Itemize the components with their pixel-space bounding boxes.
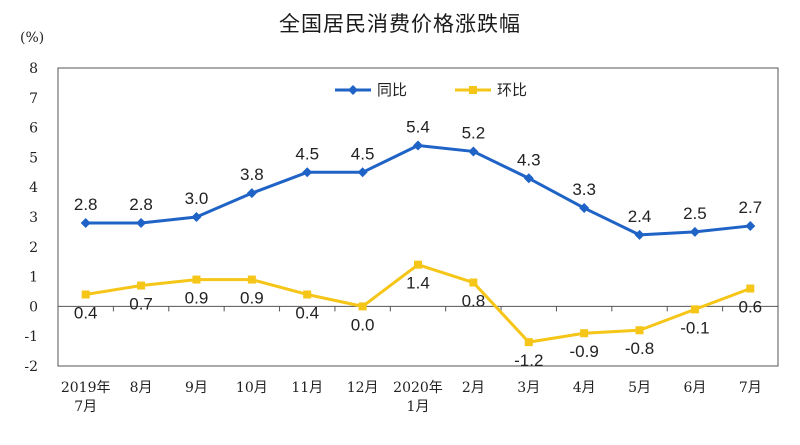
point-marker bbox=[191, 212, 202, 222]
series-layer bbox=[80, 140, 756, 347]
data-label: 0.7 bbox=[129, 295, 153, 314]
data-label: 3.0 bbox=[185, 189, 209, 208]
data-label: 2.5 bbox=[683, 204, 707, 223]
point-marker bbox=[689, 226, 700, 237]
x-tick-label: 2月 bbox=[462, 380, 485, 396]
y-tick-label: 3 bbox=[29, 210, 38, 226]
plot-area-frame bbox=[57, 67, 779, 367]
point-marker bbox=[137, 281, 146, 290]
point-marker bbox=[413, 140, 423, 151]
point-marker bbox=[192, 275, 201, 284]
point-marker bbox=[81, 290, 90, 299]
data-label: 2.7 bbox=[738, 198, 762, 217]
point-marker bbox=[246, 188, 257, 199]
data-label: 4.5 bbox=[295, 144, 319, 163]
point-marker bbox=[746, 284, 755, 293]
x-tick-label: 11月 bbox=[291, 380, 323, 396]
legend-marker bbox=[469, 86, 477, 94]
data-labels: 2.8 2.8 3.0 3.8 4.5 4.5 5.4 5.2 4.3 3.3 2.4 2.5 2.7 0… bbox=[74, 117, 762, 370]
point-marker bbox=[468, 146, 479, 157]
x-tick-label: 5月 bbox=[628, 380, 651, 396]
point-marker bbox=[635, 326, 644, 335]
legend-label: 环比 bbox=[497, 81, 527, 99]
data-label: 2.8 bbox=[129, 195, 153, 214]
data-label: 4.3 bbox=[517, 150, 541, 169]
point-marker bbox=[357, 167, 368, 178]
data-label: -0.1 bbox=[680, 318, 709, 337]
y-axis-ticks: 8 7 6 5 4 3 2 1 0 -1 -2 bbox=[24, 61, 38, 375]
data-label: -1.2 bbox=[514, 351, 543, 370]
data-label: 5.2 bbox=[462, 123, 486, 142]
data-label: 0.9 bbox=[185, 289, 209, 308]
x-axis-ticks: 2019年 7月 8月 9月 10月 11月 12月 2020年 1月 2月 3月 4月 5月 6月 7月 bbox=[57, 306, 762, 415]
data-label: 0.9 bbox=[240, 289, 264, 308]
x-tick-label: 2019年 bbox=[61, 380, 111, 396]
point-marker bbox=[80, 217, 91, 228]
data-label: 2.8 bbox=[74, 195, 98, 214]
data-label: 3.8 bbox=[240, 165, 264, 184]
legend: 同比 环比 bbox=[335, 81, 527, 99]
data-label: -0.9 bbox=[570, 342, 599, 361]
data-label: 4.5 bbox=[351, 144, 375, 163]
x-tick-label: 10月 bbox=[236, 380, 268, 396]
point-marker bbox=[414, 260, 422, 269]
x-tick-label: 9月 bbox=[185, 380, 208, 396]
data-label: 2.4 bbox=[628, 207, 652, 226]
x-tick-label: 4月 bbox=[573, 380, 596, 396]
point-marker bbox=[358, 302, 367, 311]
data-label: -0.8 bbox=[625, 339, 654, 358]
x-tick-label: 8月 bbox=[130, 380, 153, 396]
y-tick-label: 4 bbox=[29, 180, 38, 196]
y-tick-label: 0 bbox=[29, 299, 38, 315]
data-label: 0.4 bbox=[295, 303, 319, 322]
data-label: 3.3 bbox=[572, 180, 596, 199]
y-axis-unit-label: (%) bbox=[20, 30, 44, 46]
data-label: 0.8 bbox=[462, 292, 486, 311]
y-tick-label: -2 bbox=[24, 359, 38, 375]
x-tick-label: 6月 bbox=[683, 380, 706, 396]
data-label: 1.4 bbox=[406, 274, 430, 293]
point-marker bbox=[523, 173, 534, 184]
x-tick-label: 1月 bbox=[407, 399, 430, 415]
y-tick-label: 5 bbox=[29, 150, 38, 166]
point-marker bbox=[579, 203, 590, 214]
point-marker bbox=[580, 329, 589, 338]
point-marker bbox=[634, 229, 645, 240]
data-label: 5.4 bbox=[406, 117, 430, 136]
data-label: 0.0 bbox=[351, 315, 375, 334]
point-marker bbox=[247, 275, 256, 284]
y-tick-label: 7 bbox=[29, 91, 38, 107]
x-tick-label: 7月 bbox=[739, 380, 762, 396]
x-tick-label: 12月 bbox=[347, 380, 379, 396]
x-tick-label: 7月 bbox=[74, 399, 97, 415]
y-tick-label: 1 bbox=[29, 270, 38, 286]
legend-marker bbox=[348, 85, 358, 95]
y-tick-label: 2 bbox=[29, 240, 38, 256]
point-marker bbox=[469, 278, 478, 287]
legend-label: 同比 bbox=[377, 81, 407, 99]
point-marker bbox=[303, 290, 312, 299]
point-marker bbox=[524, 338, 533, 347]
point-marker bbox=[136, 217, 147, 228]
y-tick-label: 8 bbox=[29, 61, 38, 77]
data-label: 0.6 bbox=[738, 298, 762, 317]
y-tick-label: 6 bbox=[29, 121, 38, 137]
point-marker bbox=[690, 305, 699, 314]
y-tick-label: -1 bbox=[24, 329, 38, 345]
x-tick-label: 2020年 bbox=[393, 380, 443, 396]
chart-title: 全国居民消费价格涨跌幅 bbox=[279, 12, 521, 36]
point-marker bbox=[302, 167, 313, 178]
x-tick-label: 3月 bbox=[517, 380, 540, 396]
data-label: 0.4 bbox=[74, 303, 98, 322]
point-marker bbox=[745, 220, 756, 231]
